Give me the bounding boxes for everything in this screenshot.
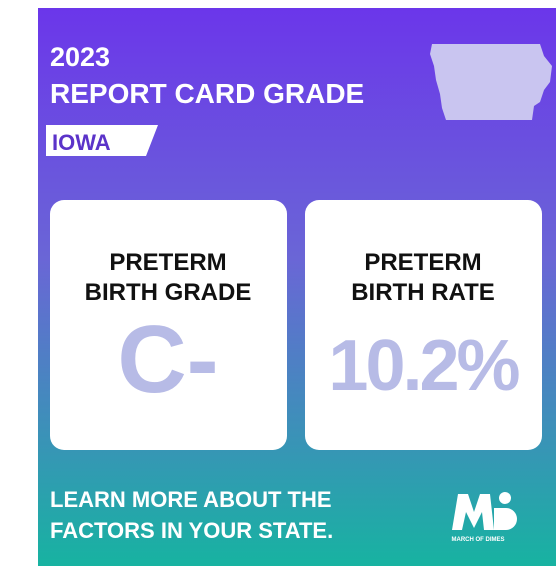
card-label: BIRTH GRADE <box>85 279 252 306</box>
card-label: PRETERM <box>109 249 226 276</box>
footer-text: FACTORS IN YOUR STATE. <box>50 518 333 543</box>
card <box>50 200 287 450</box>
logo-mark <box>452 494 494 530</box>
card-label: PRETERM <box>364 249 481 276</box>
card-value: 10.2% <box>328 326 519 406</box>
logo: MARCH OF DIMES <box>452 492 517 543</box>
logo-d <box>494 508 517 530</box>
card-value: C- <box>117 306 218 413</box>
state-map <box>430 44 552 120</box>
state-name: IOWA <box>52 130 111 155</box>
card-label: BIRTH RATE <box>351 279 495 306</box>
state-badge <box>46 125 158 156</box>
logo-text: MARCH OF DIMES <box>452 537 505 543</box>
footer-text: LEARN MORE ABOUT THE <box>50 487 332 512</box>
year: 2023 <box>50 42 110 72</box>
card <box>305 200 542 450</box>
title: REPORT CARD GRADE <box>50 78 364 109</box>
logo-dot <box>499 492 511 504</box>
